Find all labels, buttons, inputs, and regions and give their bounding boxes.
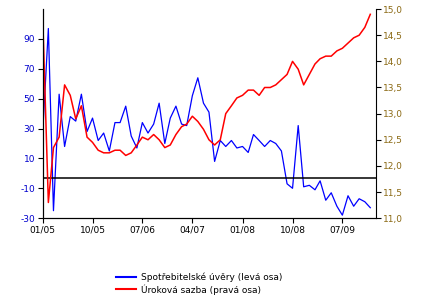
Legend: Spotřebitelské úvěry (levá osa), Úroková sazba (pravá osa): Spotřebitelské úvěry (levá osa), Úroková…	[112, 269, 285, 298]
